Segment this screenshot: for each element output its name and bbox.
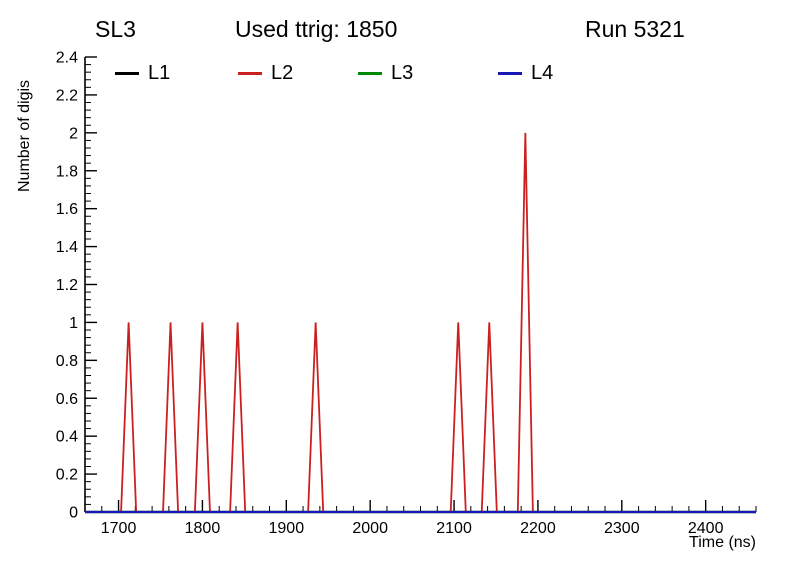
series-L2-line bbox=[85, 132, 756, 513]
legend-swatch-L3 bbox=[358, 72, 382, 75]
legend-item-L1: L1 bbox=[115, 62, 170, 85]
y-tick-label: 0 bbox=[69, 505, 78, 522]
legend-swatch-L4 bbox=[498, 72, 522, 75]
x-tick-label: 2200 bbox=[520, 520, 556, 537]
y-tick-label: 1.8 bbox=[56, 163, 78, 180]
y-tick-label: 1 bbox=[69, 315, 78, 332]
x-tick-label: 1700 bbox=[101, 520, 137, 537]
y-tick-label: 1.4 bbox=[56, 239, 78, 256]
x-tick-label: 1900 bbox=[269, 520, 305, 537]
x-tick-label: 2300 bbox=[604, 520, 640, 537]
y-tick-label: 2.2 bbox=[56, 87, 78, 104]
y-tick-label: 1.6 bbox=[56, 201, 78, 218]
y-tick-label: 0.8 bbox=[56, 353, 78, 370]
legend-label-L4: L4 bbox=[531, 62, 554, 84]
pad-label-sl: SL3 bbox=[95, 16, 136, 42]
legend-label-L3: L3 bbox=[391, 62, 414, 84]
legend-label-L2: L2 bbox=[271, 62, 294, 84]
legend-swatch-L1 bbox=[115, 72, 139, 75]
x-tick-label: 2100 bbox=[436, 520, 472, 537]
y-tick-label: 1.2 bbox=[56, 277, 78, 294]
x-tick-label: 2000 bbox=[352, 520, 388, 537]
legend-item-L3: L3 bbox=[358, 62, 413, 85]
x-tick-label: 2400 bbox=[688, 520, 724, 537]
x-axis-title: Time (ns) bbox=[689, 534, 756, 551]
run-number-label: Run 5321 bbox=[585, 16, 685, 42]
y-tick-label: 2.4 bbox=[56, 50, 78, 67]
y-tick-label: 0.6 bbox=[56, 391, 78, 408]
y-tick-label: 2 bbox=[69, 125, 78, 142]
legend-label-L1: L1 bbox=[148, 62, 171, 84]
legend-item-L4: L4 bbox=[498, 62, 553, 85]
chart-title: Used ttrig: 1850 bbox=[235, 16, 398, 42]
x-tick-label: 1800 bbox=[185, 520, 221, 537]
legend-item-L2: L2 bbox=[238, 62, 293, 85]
y-tick-label: 0.4 bbox=[56, 429, 78, 446]
y-tick-label: 0.2 bbox=[56, 467, 78, 484]
legend-swatch-L2 bbox=[238, 72, 262, 75]
